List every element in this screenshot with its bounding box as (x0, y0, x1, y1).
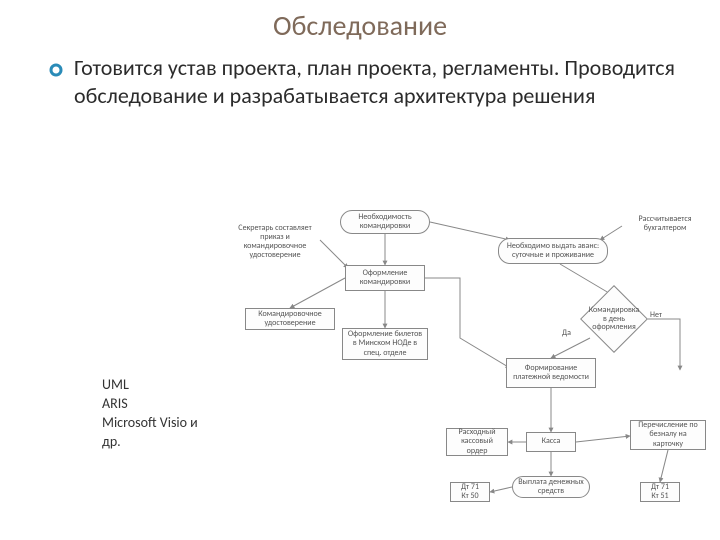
flow-node-n_advance: Необходимо выдать аванс: суточные и прож… (498, 238, 608, 264)
slide-title: Обследование (0, 8, 720, 43)
flow-node-n_vyplata: Выплата денежных средств (512, 476, 590, 498)
flow-node-n_kassa: Касса (526, 432, 576, 452)
flow-node-n_dt2: Дт 71 Кт 51 (640, 482, 680, 502)
tools-list: UMLARISMicrosoft Visio идр. (102, 376, 198, 452)
edge-label: Нет (650, 310, 662, 320)
flow-node-n_sekr: Секретарь составляет приказ и командиров… (230, 220, 320, 264)
flow-node-n_udost: Командировочное удостоверение (245, 308, 335, 330)
slide: Обследование Готовится устав проекта, пл… (0, 0, 720, 540)
flow-node-n_order: Расходный кассовый ордер (446, 428, 508, 456)
tools-line: UML (102, 376, 198, 395)
flow-node-n_need: Необходимость командировки (340, 210, 430, 234)
tools-line: ARIS (102, 395, 198, 414)
flow-diamond-d_day: Командировка в день оформления (590, 295, 638, 343)
tools-line: др. (102, 433, 198, 452)
bullet-text: Готовится устав проекта, план проекта, р… (74, 54, 680, 109)
flow-node-n_vedom: Формирование платежной ведомости (506, 358, 596, 388)
flow-node-n_bukh: Рассчитывается бухгалтером (622, 212, 708, 236)
flow-node-n_beznal: Перечисление по безналу на карточку (630, 420, 706, 450)
flow-node-n_bilety: Оформление билетов в Минском НОДе в спец… (342, 328, 428, 360)
flow-node-n_oform: Оформление командировки (345, 265, 425, 291)
flowchart: Необходимость командировки Секретарь сост… (190, 210, 710, 530)
bullet-row: Готовится устав проекта, план проекта, р… (48, 54, 680, 109)
flow-node-n_dt1: Дт 71 Кт 50 (450, 482, 490, 502)
tools-line: Microsoft Visio и (102, 414, 198, 433)
bullet-icon (48, 62, 64, 83)
edge-label: Да (562, 328, 571, 338)
